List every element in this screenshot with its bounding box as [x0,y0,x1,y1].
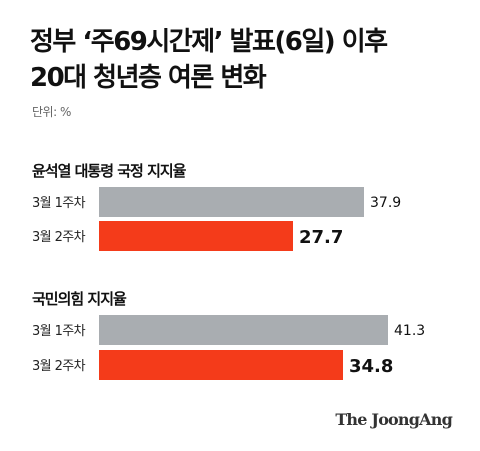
value-label: 37.9 [370,195,401,211]
category-label: 3월 1주차 [32,324,86,339]
title-line-1: 정부 ‘주69시간제’ 발표(6일) 이후 [30,27,388,57]
category-label: 3월 2주차 [32,359,86,374]
category-label: 3월 2주차 [32,230,86,245]
section-title-party: 국민의힘 지지율 [32,290,127,308]
bar-current-week [99,221,293,251]
bar-previous-week [99,187,364,217]
category-label: 3월 1주차 [32,196,86,211]
unit-label: 단위: % [32,105,71,119]
bar-previous-week [99,315,388,345]
value-label: 27.7 [299,227,343,248]
section-title-president: 윤석열 대통령 국정 지지율 [32,162,186,180]
value-label: 34.8 [349,356,393,377]
joongang-logo: The JoongAng [335,410,452,429]
title-line-2: 20대 청년층 여론 변화 [30,63,267,93]
value-label: 41.3 [394,323,425,339]
page-title: 정부 ‘주69시간제’ 발표(6일) 이후 20대 청년층 여론 변화 [30,24,388,96]
bar-current-week [99,350,343,380]
